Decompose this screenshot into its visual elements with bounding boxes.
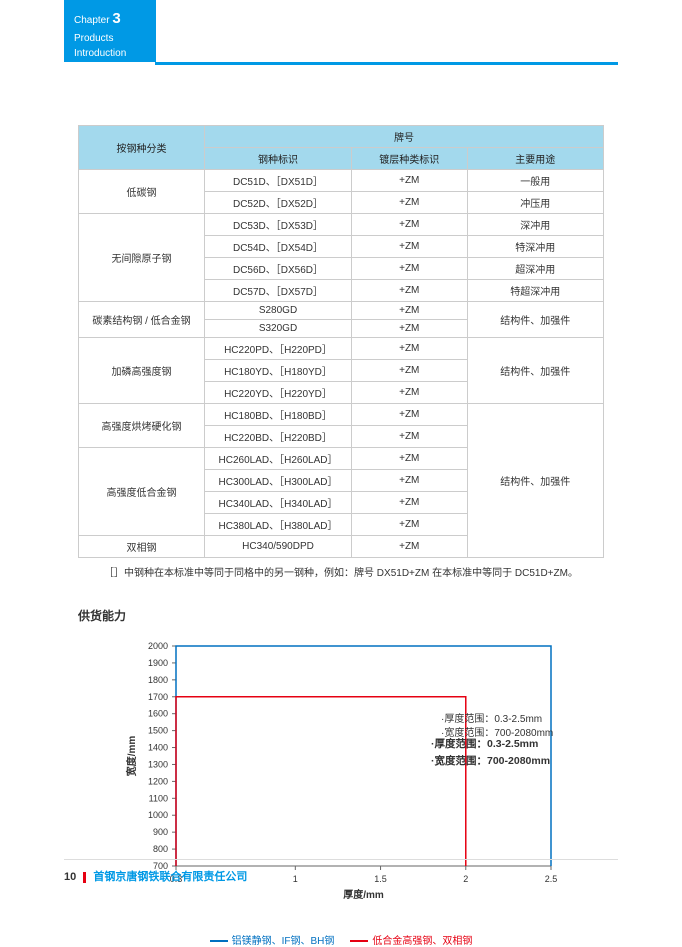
- table-cell: DC51D、［DX51D］: [205, 170, 352, 192]
- svg-text:1600: 1600: [148, 709, 168, 719]
- table-cell: 双相钢: [79, 536, 205, 558]
- table-cell: HC220YD、［H220YD］: [205, 382, 352, 404]
- table-cell: +ZM: [352, 338, 468, 360]
- table-cell: +ZM: [352, 492, 468, 514]
- table-cell: +ZM: [352, 170, 468, 192]
- chapter-label: Chapter: [74, 15, 110, 26]
- header-bar: [155, 62, 618, 65]
- table-cell: 加磷高强度钢: [79, 338, 205, 404]
- svg-text:1700: 1700: [148, 692, 168, 702]
- table-cell: +ZM: [352, 236, 468, 258]
- th-col2: 镀层种类标识: [352, 148, 468, 170]
- table-cell: 高强度低合金钢: [79, 448, 205, 536]
- svg-text:1500: 1500: [148, 726, 168, 736]
- table-cell: DC57D、［DX57D］: [205, 280, 352, 302]
- svg-text:800: 800: [153, 844, 168, 854]
- table-cell: 结构件、加强件: [467, 302, 604, 338]
- table-cell: DC52D、［DX52D］: [205, 192, 352, 214]
- svg-text:1400: 1400: [148, 743, 168, 753]
- svg-text:1100: 1100: [149, 793, 168, 803]
- table-cell: HC220BD、［H220BD］: [205, 426, 352, 448]
- table-cell: +ZM: [352, 404, 468, 426]
- table-cell: 无间隙原子钢: [79, 214, 205, 302]
- table-cell: +ZM: [352, 360, 468, 382]
- table-cell: HC300LAD、［H300LAD］: [205, 470, 352, 492]
- svg-text:1200: 1200: [148, 776, 168, 786]
- table-cell: +ZM: [352, 536, 468, 558]
- legend-item: 铝镁静钢、IF钢、BH钢: [210, 932, 335, 947]
- table-cell: DC54D、［DX54D］: [205, 236, 352, 258]
- footer-bar-icon: [83, 872, 86, 883]
- table-cell: HC220PD、［H220PD］: [205, 338, 352, 360]
- svg-text:2: 2: [463, 874, 468, 884]
- footer: 10 首钢京唐钢铁联合有限责任公司: [64, 868, 247, 884]
- table-cell: 结构件、加强件: [467, 338, 604, 404]
- svg-text:1.5: 1.5: [374, 874, 387, 884]
- chart-legend: 铝镁静钢、IF钢、BH钢低合金高强钢、双相钢: [78, 932, 604, 947]
- legend-item: 低合金高强钢、双相钢: [350, 932, 472, 947]
- table-cell: DC56D、［DX56D］: [205, 258, 352, 280]
- table-cell: 超深冲用: [467, 258, 604, 280]
- table-note: ［］中钢种在本标准中等同于同格中的另一钢种，例如：牌号 DX51D+ZM 在本标…: [78, 564, 604, 579]
- table-cell: +ZM: [352, 214, 468, 236]
- table-cell: 结构件、加强件: [467, 404, 604, 558]
- table-cell: S320GD: [205, 320, 352, 338]
- th-col3: 主要用途: [467, 148, 604, 170]
- table-cell: 一般用: [467, 170, 604, 192]
- svg-text:1300: 1300: [148, 759, 168, 769]
- chart-annotation: ·厚度范围：0.3-2.5mm·宽度范围：700-2080mm: [431, 736, 550, 770]
- table-cell: +ZM: [352, 302, 468, 320]
- chapter-num: 3: [112, 10, 120, 27]
- th-col1: 钢种标识: [205, 148, 352, 170]
- spec-table: 按钢种分类 牌号 钢种标识 镀层种类标识 主要用途 低碳钢DC51D、［DX51…: [78, 125, 604, 558]
- table-cell: HC180BD、［H180BD］: [205, 404, 352, 426]
- th-brand: 牌号: [205, 126, 604, 148]
- svg-text:厚度/mm: 厚度/mm: [343, 888, 384, 901]
- svg-text:·厚度范围：0.3-2.5mm: ·厚度范围：0.3-2.5mm: [441, 712, 542, 725]
- table-cell: HC380LAD、［H380LAD］: [205, 514, 352, 536]
- table-cell: +ZM: [352, 470, 468, 492]
- table-cell: +ZM: [352, 258, 468, 280]
- table-cell: +ZM: [352, 280, 468, 302]
- table-cell: 碳素结构钢 / 低合金钢: [79, 302, 205, 338]
- svg-text:2.5: 2.5: [545, 874, 558, 884]
- supply-title: 供货能力: [78, 607, 604, 624]
- table-cell: +ZM: [352, 426, 468, 448]
- chapter-tab: Chapter 3 Products Introduction: [64, 0, 156, 62]
- svg-text:宽度/mm: 宽度/mm: [125, 736, 138, 778]
- table-cell: 冲压用: [467, 192, 604, 214]
- table-cell: 特深冲用: [467, 236, 604, 258]
- table-cell: S280GD: [205, 302, 352, 320]
- table-cell: HC340LAD、［H340LAD］: [205, 492, 352, 514]
- table-cell: 高强度烘烤硬化钢: [79, 404, 205, 448]
- table-cell: +ZM: [352, 192, 468, 214]
- table-cell: 低碳钢: [79, 170, 205, 214]
- svg-text:1000: 1000: [148, 810, 168, 820]
- svg-text:900: 900: [153, 827, 168, 837]
- table-cell: 深冲用: [467, 214, 604, 236]
- table-cell: DC53D、［DX53D］: [205, 214, 352, 236]
- svg-text:2000: 2000: [148, 641, 168, 651]
- th-category: 按钢种分类: [79, 126, 205, 170]
- table-cell: 特超深冲用: [467, 280, 604, 302]
- page-number: 10: [64, 871, 76, 883]
- table-cell: HC180YD、［H180YD］: [205, 360, 352, 382]
- footer-divider: [64, 859, 618, 860]
- table-cell: HC340/590DPD: [205, 536, 352, 558]
- table-cell: +ZM: [352, 320, 468, 338]
- chapter-line3: Introduction: [74, 48, 126, 59]
- footer-company: 首钢京唐钢铁联合有限责任公司: [93, 871, 247, 883]
- svg-text:1: 1: [293, 874, 298, 884]
- chapter-line2: Products: [74, 33, 113, 44]
- table-cell: +ZM: [352, 382, 468, 404]
- svg-text:1900: 1900: [148, 658, 168, 668]
- table-cell: HC260LAD、［H260LAD］: [205, 448, 352, 470]
- svg-text:1800: 1800: [148, 675, 168, 685]
- table-cell: +ZM: [352, 448, 468, 470]
- table-cell: +ZM: [352, 514, 468, 536]
